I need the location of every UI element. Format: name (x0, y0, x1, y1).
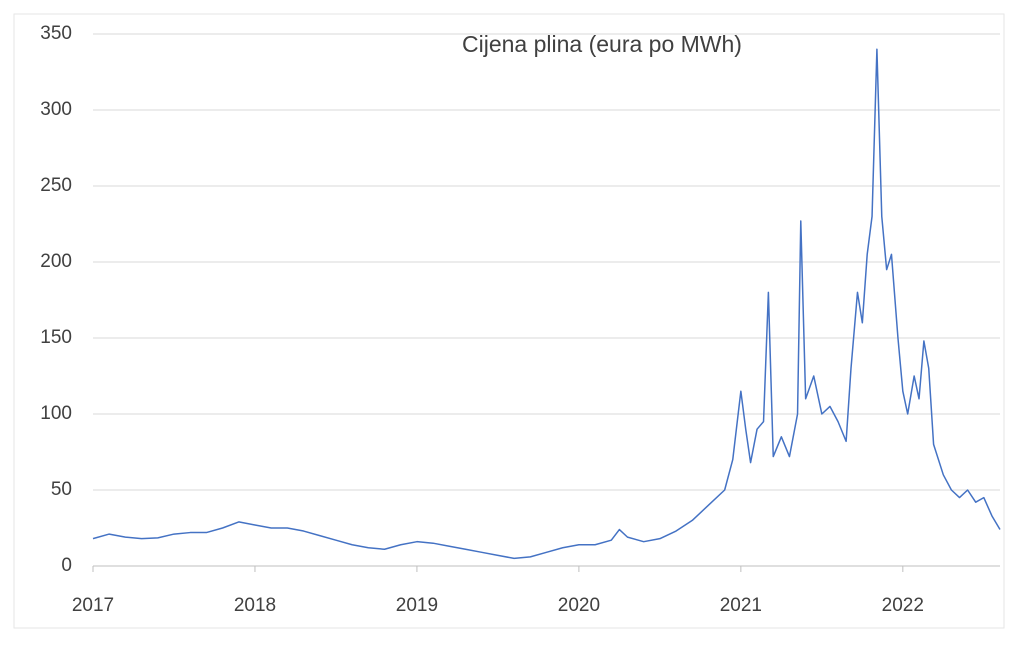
chart-title: Cijena plina (eura po MWh) (462, 31, 742, 57)
x-tick-label: 2017 (72, 595, 114, 616)
y-tick-label: 250 (40, 175, 72, 196)
chart-border (13, 13, 1005, 629)
x-tick-label: 2021 (720, 595, 762, 616)
y-tick-label: 100 (40, 403, 72, 424)
x-tick-label: 2022 (882, 595, 924, 616)
price-line (92, 48, 1001, 560)
y-tick-label: 50 (51, 479, 72, 500)
x-tick-label: 2018 (234, 595, 276, 616)
y-tick-label: 200 (40, 251, 72, 272)
y-tick-label: 150 (40, 327, 72, 348)
y-tick-label: 350 (40, 23, 72, 44)
y-tick-label: 0 (61, 555, 72, 576)
y-tick-label: 300 (40, 99, 72, 120)
x-tick-label: 2020 (558, 595, 600, 616)
x-tick-label: 2019 (396, 595, 438, 616)
